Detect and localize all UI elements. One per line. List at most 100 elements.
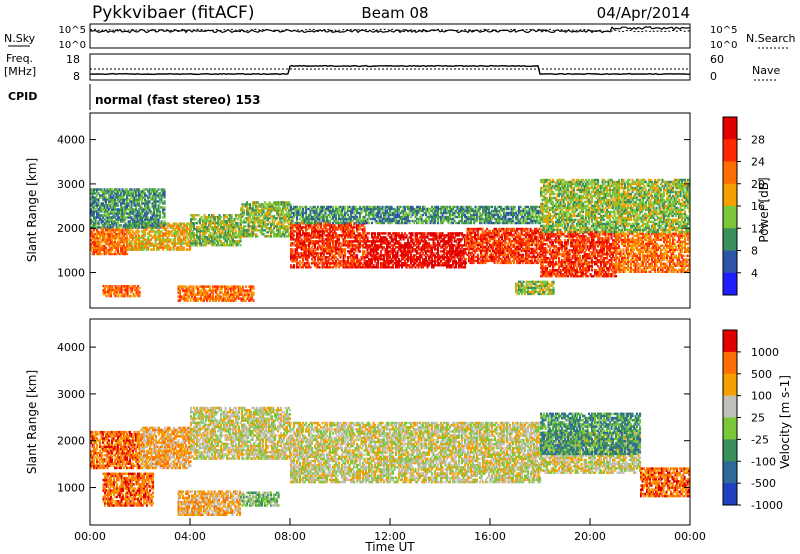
echo-cell xyxy=(484,251,487,255)
echo-cell xyxy=(441,250,444,253)
echo-cell xyxy=(612,263,615,266)
echo-cell xyxy=(468,229,471,233)
echo-cell xyxy=(365,246,368,249)
freq-panel-frame xyxy=(89,53,691,81)
echo-cell xyxy=(428,258,431,261)
echo-cell xyxy=(558,275,561,278)
echo-cell xyxy=(621,234,624,238)
echo-cell xyxy=(339,256,342,259)
echo-cell xyxy=(420,238,423,241)
echo-cell xyxy=(474,231,477,235)
echo-cell xyxy=(574,269,577,272)
echo-cell xyxy=(123,240,126,244)
echo-cell xyxy=(348,234,351,237)
echo-cell xyxy=(386,260,389,263)
echo-cell xyxy=(359,226,362,229)
echo-cell xyxy=(314,264,317,267)
echo-cell xyxy=(469,233,472,237)
echo-cell xyxy=(353,222,356,225)
echo-cell xyxy=(592,241,595,244)
echo-cell xyxy=(419,256,422,259)
echo-cell xyxy=(559,239,562,242)
echo-cell xyxy=(194,242,197,245)
echo-cell xyxy=(342,264,345,267)
echo-cell xyxy=(622,258,625,261)
echo-cell xyxy=(172,226,175,229)
echo-cell xyxy=(109,238,112,242)
echo-cell xyxy=(619,260,622,263)
echo-cell xyxy=(374,256,377,259)
echo-cell xyxy=(353,262,356,265)
echo-cell xyxy=(299,226,302,229)
echo-cell xyxy=(246,211,249,214)
echo-cell xyxy=(534,255,537,259)
echo-cell xyxy=(431,248,434,251)
echo-cell xyxy=(537,257,540,261)
echo-cell xyxy=(211,214,214,217)
echo-cell xyxy=(490,255,493,259)
echo-cell xyxy=(559,261,562,264)
echo-cell xyxy=(583,235,586,238)
echo-cell xyxy=(256,217,259,220)
echo-cell xyxy=(314,236,317,239)
echo-cell xyxy=(351,236,354,239)
echo-cell xyxy=(561,233,564,236)
echo-cell xyxy=(447,260,450,263)
echo-cell xyxy=(342,238,345,241)
echo-cell xyxy=(238,216,241,219)
echo-cell xyxy=(93,240,96,244)
echo-cell xyxy=(637,256,640,259)
echo-cell xyxy=(247,225,250,228)
echo-cell xyxy=(177,226,180,229)
echo-cell xyxy=(417,256,420,259)
echo-cell xyxy=(505,247,508,251)
echo-cell xyxy=(339,250,342,253)
echo-cell xyxy=(235,226,238,229)
echo-cell xyxy=(549,271,552,274)
echo-cell xyxy=(389,262,392,265)
echo-cell xyxy=(526,247,529,251)
echo-cell xyxy=(502,227,505,231)
echo-cell xyxy=(317,260,320,263)
echo-cell xyxy=(486,251,489,255)
echo-cell xyxy=(165,230,168,233)
echo-cell xyxy=(311,254,314,257)
echo-cell xyxy=(285,225,288,228)
echo-cell xyxy=(217,228,220,231)
echo-cell xyxy=(392,248,395,251)
echo-cell xyxy=(603,247,606,250)
echo-cell xyxy=(270,233,273,236)
echo-cell xyxy=(255,219,258,222)
echo-cell xyxy=(417,264,420,267)
echo-cell xyxy=(177,224,180,227)
echo-cell xyxy=(117,232,120,236)
echo-cell xyxy=(393,232,396,235)
echo-cell xyxy=(326,236,329,239)
echo-cell xyxy=(344,228,347,231)
echo-cell xyxy=(296,264,299,267)
echo-cell xyxy=(252,201,255,204)
echo-cell xyxy=(350,266,353,269)
echo-cell xyxy=(326,262,329,265)
echo-cell xyxy=(300,222,303,225)
echo-cell xyxy=(555,239,558,242)
echo-cell xyxy=(525,231,528,235)
echo-cell xyxy=(124,228,127,232)
echo-cell xyxy=(426,234,429,237)
echo-cell xyxy=(486,259,489,263)
echo-cell xyxy=(327,240,330,243)
echo-cell xyxy=(633,240,636,243)
echo-cell xyxy=(258,213,261,216)
echo-cell xyxy=(398,232,401,235)
echo-cell xyxy=(585,253,588,256)
echo-cell xyxy=(359,262,362,265)
echo-cell xyxy=(634,234,637,238)
echo-cell xyxy=(592,247,595,250)
echo-cell xyxy=(404,246,407,249)
echo-cell xyxy=(160,234,163,237)
echo-cell xyxy=(374,246,377,249)
echo-cell xyxy=(320,260,323,263)
echo-cell xyxy=(223,224,226,227)
echo-cell xyxy=(336,262,339,265)
echo-cell xyxy=(450,264,453,267)
